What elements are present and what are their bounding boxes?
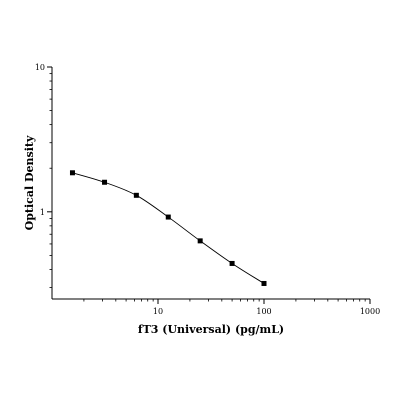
data-point: [261, 280, 267, 286]
y-axis-title: Optical Density: [23, 135, 36, 230]
x-tick-label: 1000: [360, 307, 380, 316]
data-point: [165, 214, 171, 220]
x-tick-label: 100: [256, 307, 271, 316]
x-axis-ticks: 10 100 1000: [83, 299, 380, 316]
data-point: [102, 179, 108, 185]
data-point: [69, 170, 75, 176]
data-point: [133, 192, 139, 198]
fit-curve: [72, 172, 265, 284]
y-axis-ticks: 1 10: [35, 63, 52, 288]
y-tick-label: 10: [35, 63, 45, 72]
data-points: [69, 170, 267, 286]
x-axis-title: fT3 (Universal) (pg/mL): [138, 323, 284, 336]
data-point: [229, 260, 235, 266]
data-point: [197, 238, 203, 244]
x-tick-label: 10: [153, 307, 163, 316]
y-tick-label: 1: [40, 208, 45, 217]
